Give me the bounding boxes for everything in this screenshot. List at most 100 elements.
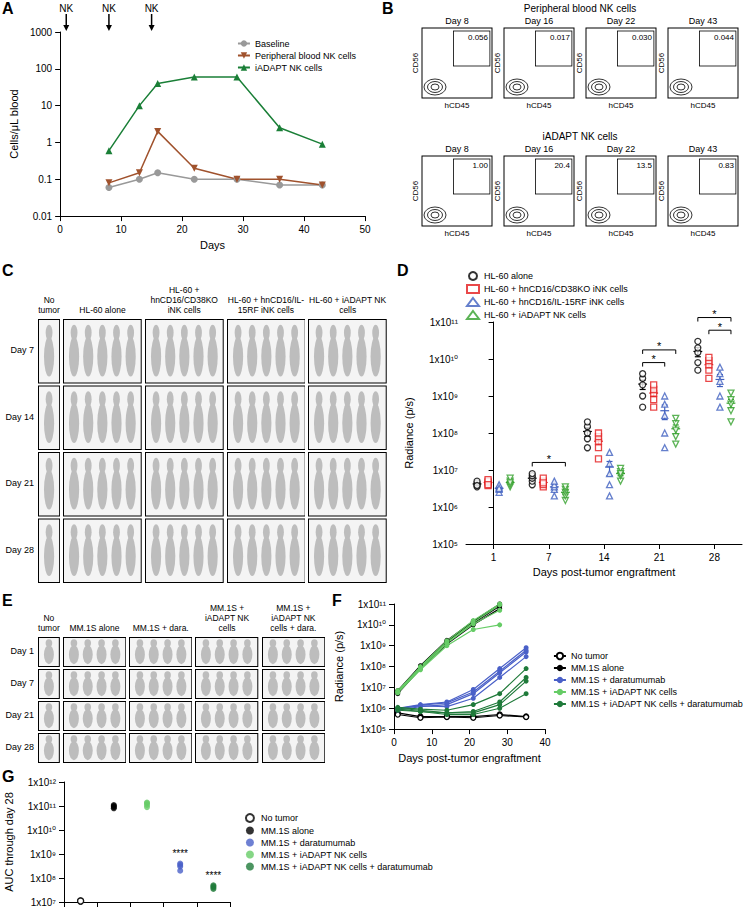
svg-text:MM.1S + iADAPT NK cells: MM.1S + iADAPT NK cells	[261, 850, 368, 860]
svg-text:CD56: CD56	[575, 52, 584, 73]
svg-text:1x10¹⁰: 1x10¹⁰	[357, 619, 386, 630]
svg-text:hCD45: hCD45	[691, 101, 716, 110]
svg-text:CD56: CD56	[411, 52, 420, 73]
svg-text:hCD45: hCD45	[691, 229, 716, 238]
svg-text:1x10⁸: 1x10⁸	[360, 661, 386, 672]
svg-text:No tumor: No tumor	[571, 651, 608, 661]
svg-text:Days post-tumor engraftment: Days post-tumor engraftment	[533, 566, 675, 578]
svg-text:20: 20	[464, 737, 476, 748]
svg-text:1x10¹²: 1x10¹²	[28, 777, 57, 788]
svg-text:1x10⁵: 1x10⁵	[360, 724, 386, 735]
svg-text:1x10⁹: 1x10⁹	[432, 391, 458, 402]
svg-text:1x10⁶: 1x10⁶	[360, 703, 386, 714]
svg-text:0.1: 0.1	[38, 174, 52, 185]
svg-text:0.017: 0.017	[550, 33, 571, 42]
svg-text:NK: NK	[59, 3, 73, 14]
svg-text:*: *	[712, 308, 717, 320]
svg-text:28: 28	[709, 552, 721, 563]
svg-text:0: 0	[57, 224, 63, 235]
svg-text:1.00: 1.00	[472, 161, 488, 170]
svg-text:20: 20	[177, 224, 189, 235]
svg-text:1: 1	[47, 137, 53, 148]
svg-text:1x10⁹: 1x10⁹	[360, 640, 386, 651]
svg-text:hCD45: hCD45	[609, 101, 634, 110]
svg-text:1x10¹¹: 1x10¹¹	[28, 801, 57, 812]
svg-text:14: 14	[598, 552, 610, 563]
svg-text:CD56: CD56	[493, 180, 502, 201]
svg-text:MM.1S + daratumumab: MM.1S + daratumumab	[571, 675, 665, 685]
svg-text:20.4: 20.4	[554, 161, 570, 170]
svg-text:1x10⁸: 1x10⁸	[432, 428, 458, 439]
svg-text:HL-60 + hnCD16/IL-15RF iNK cel: HL-60 + hnCD16/IL-15RF iNK cells	[484, 297, 625, 307]
svg-text:hCD45: hCD45	[609, 229, 634, 238]
svg-text:MM.1S alone: MM.1S alone	[261, 826, 314, 836]
svg-text:1x10⁹: 1x10⁹	[30, 849, 56, 860]
svg-text:0.01: 0.01	[33, 211, 53, 222]
svg-text:AUC through day 28: AUC through day 28	[3, 792, 15, 892]
svg-text:Day 43: Day 43	[689, 144, 718, 154]
svg-text:1x10¹¹: 1x10¹¹	[430, 317, 459, 328]
svg-text:iADAPT NK cells: iADAPT NK cells	[543, 131, 618, 142]
svg-text:40: 40	[539, 737, 551, 748]
svg-text:Baseline: Baseline	[255, 39, 290, 49]
svg-text:*: *	[547, 453, 552, 465]
svg-text:1x10¹⁰: 1x10¹⁰	[429, 354, 458, 365]
svg-text:Day 16: Day 16	[525, 144, 554, 154]
svg-text:No tumor: No tumor	[261, 813, 298, 823]
svg-text:Day 22: Day 22	[607, 16, 636, 26]
svg-text:0.056: 0.056	[468, 33, 489, 42]
svg-text:Peripheral blood NK cells: Peripheral blood NK cells	[255, 51, 357, 61]
svg-text:0.030: 0.030	[632, 33, 653, 42]
svg-text:40: 40	[298, 224, 310, 235]
svg-text:Day 16: Day 16	[525, 16, 554, 26]
svg-text:MM.1S + iADAPT NK cells + dara: MM.1S + iADAPT NK cells + daratumumab	[261, 862, 433, 872]
svg-text:100: 100	[35, 63, 52, 74]
svg-text:7: 7	[546, 552, 552, 563]
svg-text:HL-60 + iADAPT NK cells: HL-60 + iADAPT NK cells	[484, 310, 587, 320]
svg-text:21: 21	[654, 552, 666, 563]
svg-text:NK: NK	[102, 3, 116, 14]
svg-text:Days post-tumor engraftment: Days post-tumor engraftment	[398, 752, 540, 764]
svg-text:0.044: 0.044	[714, 33, 735, 42]
svg-text:Day 43: Day 43	[689, 16, 718, 26]
svg-text:hCD45: hCD45	[445, 101, 470, 110]
svg-text:1x10⁶: 1x10⁶	[432, 502, 458, 513]
svg-text:1x10¹¹: 1x10¹¹	[358, 599, 387, 610]
svg-text:1x10¹⁰: 1x10¹⁰	[27, 825, 56, 836]
svg-text:MM.1S + iADAPT NK cells + dara: MM.1S + iADAPT NK cells + daratumumab	[571, 699, 743, 709]
svg-text:CD56: CD56	[657, 180, 666, 201]
svg-text:Day 8: Day 8	[445, 144, 469, 154]
svg-text:13.5: 13.5	[636, 161, 652, 170]
svg-text:10: 10	[426, 737, 438, 748]
svg-text:hCD45: hCD45	[527, 101, 552, 110]
svg-text:MM.1S + iADAPT NK cells: MM.1S + iADAPT NK cells	[571, 687, 678, 697]
svg-text:NK: NK	[145, 3, 159, 14]
svg-text:hCD45: hCD45	[445, 229, 470, 238]
svg-text:Day 22: Day 22	[607, 144, 636, 154]
svg-text:*: *	[657, 340, 662, 352]
svg-text:HL-60 alone: HL-60 alone	[484, 271, 533, 281]
svg-text:Cells/μL blood: Cells/μL blood	[8, 89, 20, 159]
svg-text:1x10⁷: 1x10⁷	[361, 682, 387, 693]
svg-text:MM.1S alone: MM.1S alone	[571, 663, 624, 673]
svg-text:10: 10	[41, 100, 53, 111]
svg-text:CD56: CD56	[575, 180, 584, 201]
svg-text:1x10⁵: 1x10⁵	[432, 539, 458, 550]
svg-text:*: *	[652, 353, 657, 365]
svg-text:1x10⁷: 1x10⁷	[31, 897, 57, 908]
svg-text:0: 0	[391, 737, 397, 748]
svg-text:*: *	[718, 321, 723, 333]
svg-text:CD56: CD56	[411, 180, 420, 201]
svg-text:Days: Days	[200, 239, 226, 251]
svg-text:CD56: CD56	[493, 52, 502, 73]
svg-text:30: 30	[237, 224, 249, 235]
svg-text:CD56: CD56	[657, 52, 666, 73]
svg-text:hCD45: hCD45	[527, 229, 552, 238]
svg-text:30: 30	[502, 737, 514, 748]
svg-text:Radiance (p/s): Radiance (p/s)	[403, 397, 415, 469]
svg-text:10: 10	[116, 224, 128, 235]
svg-text:1: 1	[491, 552, 497, 563]
svg-text:1000: 1000	[30, 27, 53, 38]
svg-text:****: ****	[206, 870, 222, 881]
svg-text:MM.1S + daratumumab: MM.1S + daratumumab	[261, 838, 355, 848]
